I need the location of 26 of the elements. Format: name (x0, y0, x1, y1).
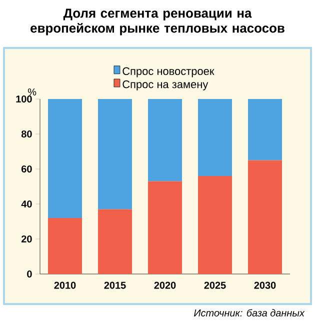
y-tick-label: 20 (21, 235, 32, 243)
bar (198, 98, 232, 176)
bar (98, 209, 132, 274)
bar (248, 98, 282, 160)
legend-label: Спрос на замену (122, 80, 208, 90)
x-tick-label: 2010 (54, 282, 76, 289)
bar (148, 98, 182, 182)
bar (48, 98, 82, 218)
legend-label: Спрос новостроек (122, 67, 214, 78)
y-tick-label: 100 (16, 95, 32, 103)
bar (148, 181, 182, 274)
y-tick-label: 40 (21, 200, 32, 208)
x-tick-label: 2020 (154, 282, 176, 289)
bar (98, 98, 132, 210)
x-tick-label: 2015 (104, 282, 126, 289)
chart-title: Доля сегмента реновации на европейском рынке тепловых насосов (30, 8, 284, 36)
y-tick-label: 60 (22, 165, 32, 173)
x-tick-label: 2025 (204, 282, 226, 289)
bar (48, 218, 82, 274)
y-axis-title: % (28, 88, 36, 96)
text: Источник: база данных (194, 309, 305, 316)
y-tick-label: 0 (27, 270, 32, 278)
x-tick-label: 2030 (254, 282, 276, 289)
bar (198, 176, 232, 274)
bar (248, 160, 282, 274)
y-tick-label: 80 (21, 130, 32, 138)
